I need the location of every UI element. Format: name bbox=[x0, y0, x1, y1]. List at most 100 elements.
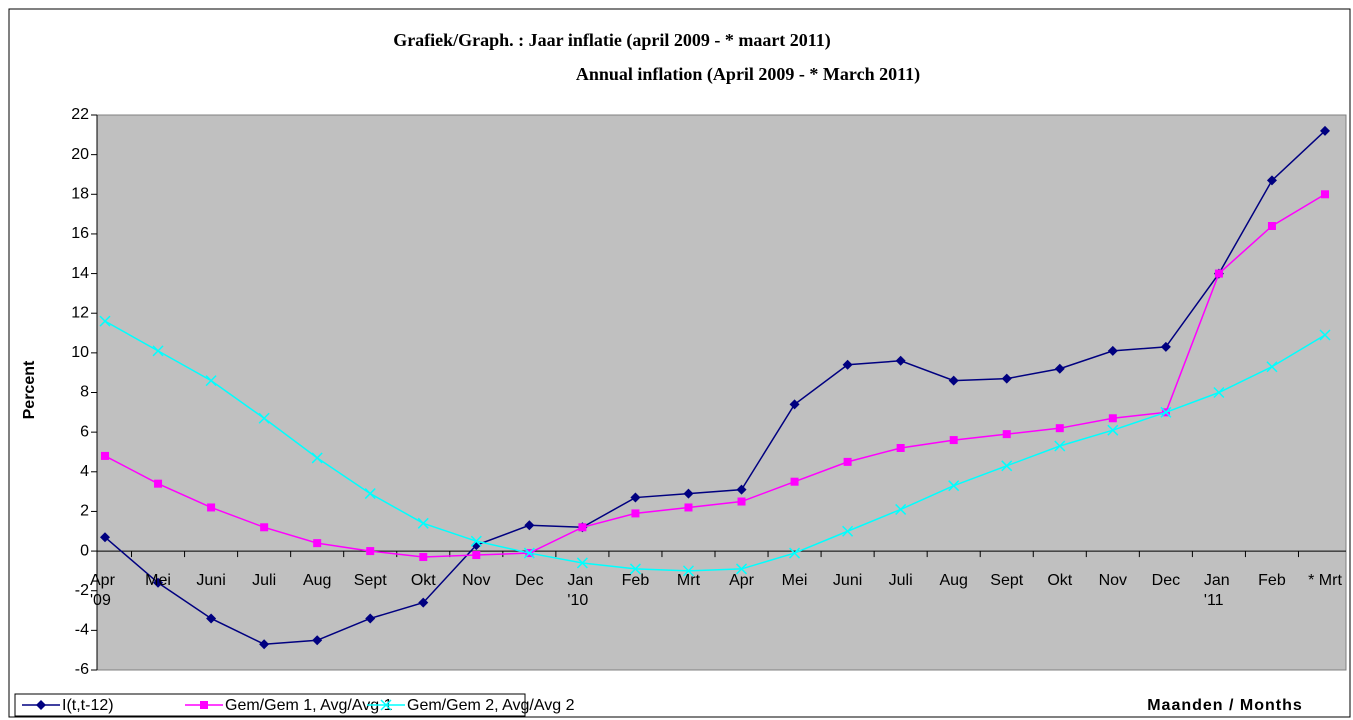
point bbox=[1266, 361, 1278, 373]
y-tick-label: 22 bbox=[71, 106, 89, 123]
plot-area bbox=[96, 114, 1347, 671]
legend-label: I(t,t-12) bbox=[62, 697, 114, 714]
series-line bbox=[104, 193, 1326, 558]
point bbox=[153, 577, 164, 588]
chart-border bbox=[8, 8, 1351, 718]
point bbox=[99, 315, 111, 327]
legend-label: Gem/Gem 1, Avg/Avg 1 bbox=[225, 697, 393, 714]
x-tick-label: Dec bbox=[515, 572, 544, 590]
point bbox=[100, 532, 110, 543]
point bbox=[207, 503, 216, 512]
point bbox=[470, 535, 482, 547]
x-tick-label: Jan '11 bbox=[1203, 572, 1230, 610]
point bbox=[578, 523, 587, 532]
x-tick-label: * Mrt bbox=[1308, 572, 1342, 590]
point bbox=[1055, 424, 1064, 433]
y-tick-label: -6 bbox=[75, 661, 89, 678]
y-tick-label: 14 bbox=[71, 265, 89, 282]
x-tick-label: Mrt bbox=[676, 572, 701, 590]
x-tick-label: Aug bbox=[939, 572, 968, 590]
point bbox=[258, 412, 270, 424]
x-tick-label: Sept bbox=[990, 572, 1024, 590]
point bbox=[1054, 440, 1066, 452]
x-tick-label: Mei bbox=[145, 572, 171, 590]
point bbox=[789, 399, 800, 410]
chart-title: Grafiek/Graph. : Jaar inflatie (april 20… bbox=[393, 30, 831, 51]
x-tick-label: Jan '10 bbox=[567, 572, 594, 610]
point bbox=[790, 477, 799, 486]
point bbox=[842, 525, 854, 537]
x-tick-label: Okt bbox=[410, 572, 436, 590]
x-tick-label: Feb bbox=[1258, 572, 1286, 590]
point bbox=[1320, 125, 1330, 136]
legend-marker bbox=[36, 700, 46, 710]
point bbox=[736, 484, 747, 495]
series-line bbox=[104, 320, 1326, 572]
point bbox=[524, 520, 535, 531]
point bbox=[896, 444, 905, 452]
x-tick-label: Nov bbox=[462, 572, 491, 590]
point bbox=[949, 436, 958, 445]
point bbox=[682, 565, 695, 577]
x-tick-label: Okt bbox=[1047, 572, 1073, 590]
x-tick-label: Juli bbox=[252, 572, 277, 590]
y-tick-label: 18 bbox=[71, 186, 89, 203]
point bbox=[576, 557, 588, 569]
x-tick-label: Apr '09 bbox=[90, 572, 115, 610]
point bbox=[1054, 363, 1065, 374]
point bbox=[313, 539, 322, 548]
y-tick-label: 12 bbox=[71, 304, 89, 321]
point bbox=[683, 488, 694, 499]
y-tick-label: 6 bbox=[80, 423, 89, 440]
y-tick-label: 10 bbox=[71, 344, 89, 361]
x-tick-label: Apr bbox=[729, 572, 754, 590]
y-tick-label: 16 bbox=[71, 225, 89, 242]
point bbox=[419, 553, 428, 562]
point bbox=[154, 479, 163, 488]
legend-label: Gem/Gem 2, Avg/Avg 2 bbox=[407, 697, 575, 714]
point bbox=[152, 345, 164, 357]
point bbox=[1160, 341, 1171, 352]
point bbox=[1001, 373, 1012, 384]
legend-marker bbox=[380, 699, 392, 711]
point bbox=[1002, 430, 1011, 439]
point bbox=[1107, 424, 1119, 436]
x-axis-label: Maanden / Months bbox=[1147, 697, 1303, 714]
point bbox=[948, 375, 959, 386]
chart-subtitle: Annual inflation (April 2009 - * March 2… bbox=[576, 64, 920, 85]
point bbox=[631, 509, 640, 518]
point bbox=[364, 488, 376, 500]
y-tick-label: 8 bbox=[80, 384, 89, 401]
point bbox=[472, 551, 481, 560]
point bbox=[260, 523, 269, 532]
y-axis-label: Percent bbox=[21, 360, 38, 419]
legend-marker bbox=[200, 701, 208, 709]
point bbox=[789, 547, 801, 559]
point bbox=[365, 613, 376, 624]
point bbox=[418, 597, 429, 608]
point bbox=[684, 503, 693, 512]
series-line bbox=[104, 130, 1326, 645]
point bbox=[311, 452, 323, 464]
point bbox=[842, 359, 853, 370]
point bbox=[366, 547, 375, 556]
y-tick-label: 4 bbox=[80, 463, 89, 480]
point bbox=[1266, 175, 1277, 186]
point bbox=[895, 355, 906, 366]
point bbox=[312, 635, 323, 646]
y-tick-label: 2 bbox=[80, 503, 89, 520]
point bbox=[101, 451, 109, 460]
point bbox=[630, 492, 641, 503]
point bbox=[206, 613, 217, 624]
x-tick-label: Mei bbox=[781, 572, 808, 590]
point bbox=[1107, 345, 1118, 356]
point bbox=[1267, 222, 1276, 230]
point bbox=[843, 457, 852, 466]
point bbox=[1108, 414, 1117, 423]
point bbox=[417, 517, 429, 529]
point bbox=[1321, 190, 1329, 199]
point bbox=[737, 497, 746, 506]
x-tick-label: Aug bbox=[302, 572, 332, 590]
x-tick-label: Juli bbox=[888, 572, 913, 590]
